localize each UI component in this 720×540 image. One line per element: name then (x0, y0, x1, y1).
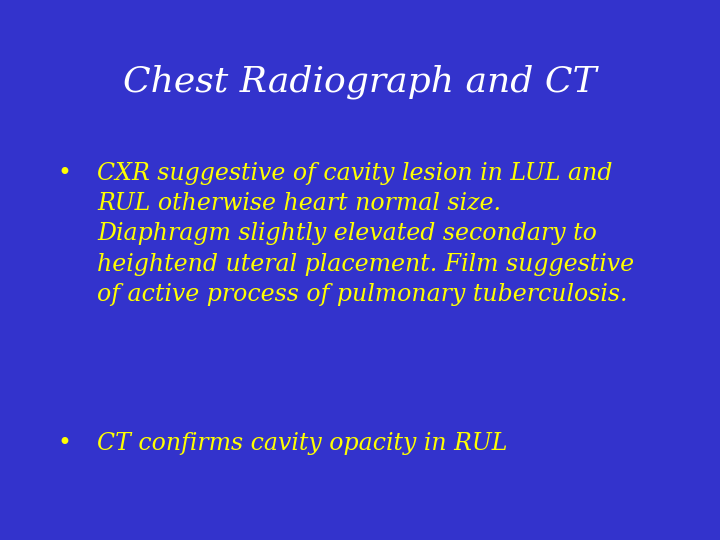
Text: CT confirms cavity opacity in RUL: CT confirms cavity opacity in RUL (97, 432, 508, 455)
Text: Chest Radiograph and CT: Chest Radiograph and CT (123, 65, 597, 99)
Text: •: • (58, 162, 71, 185)
Text: •: • (58, 432, 71, 455)
Text: CXR suggestive of cavity lesion in LUL and
RUL otherwise heart normal size.
Diap: CXR suggestive of cavity lesion in LUL a… (97, 162, 634, 306)
